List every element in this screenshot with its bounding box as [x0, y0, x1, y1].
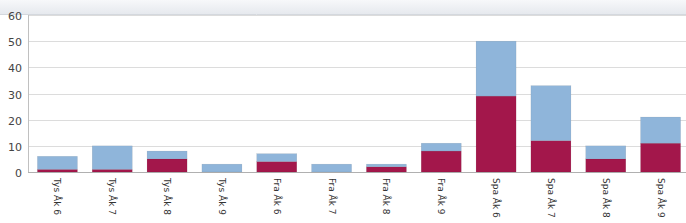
x-tick-label: Fra Åk 8: [381, 178, 392, 215]
x-tick-label: Spa Åk 9: [656, 178, 667, 218]
bar: [92, 146, 132, 170]
bar: [421, 151, 461, 172]
y-tick-label: 50: [8, 36, 22, 49]
bar: [147, 159, 187, 172]
y-tick-label: 60: [8, 10, 22, 23]
y-tick-label: 10: [8, 141, 22, 154]
x-tick-label: Fra Åk 6: [272, 178, 283, 215]
bar: [586, 159, 626, 172]
bar: [37, 156, 77, 169]
bar: [366, 164, 406, 167]
bar: [586, 146, 626, 159]
grid-line: [28, 94, 686, 95]
bar: [312, 164, 352, 172]
x-tick-label: Tys Åk 9: [217, 177, 228, 215]
x-tick-label: Spa Åk 6: [491, 178, 502, 218]
x-tick-label: Fra Åk 7: [327, 178, 338, 215]
chart: 0 10 20 30 40 50 60 Tys Åk 6 Tys Åk 7 Tys Åk 8 Tys…: [0, 0, 686, 223]
x-tick-label: Fra Åk 9: [436, 178, 447, 215]
bar: [476, 96, 516, 172]
bar: [641, 143, 681, 172]
x-tick-label: Tys Åk 7: [107, 177, 118, 215]
header-band: [0, 0, 686, 14]
grid-line: [28, 120, 686, 121]
y-axis: [28, 15, 29, 172]
bar: [92, 169, 132, 172]
y-tick-label: 20: [8, 115, 22, 128]
x-tick-label: Spa Åk 8: [601, 178, 612, 218]
y-tick-label: 40: [8, 62, 22, 75]
y-tick-label: 0: [15, 167, 22, 180]
bar: [202, 164, 242, 172]
x-tick-label: Tys Åk 6: [52, 177, 63, 215]
bar: [421, 143, 461, 151]
grid-line: [28, 15, 686, 16]
bar: [531, 141, 571, 172]
x-tick-label: Tys Åk 8: [162, 177, 173, 215]
bar: [257, 162, 297, 172]
x-tick-label: Spa Åk 7: [546, 178, 557, 218]
bar: [366, 167, 406, 172]
y-tick-label: 30: [8, 89, 22, 102]
bar: [257, 154, 297, 162]
header-border: [0, 14, 686, 15]
grid-line: [28, 67, 686, 68]
bar: [147, 151, 187, 159]
bar: [531, 86, 571, 141]
bar: [37, 169, 77, 172]
bar: [641, 117, 681, 143]
grid-line: [28, 41, 686, 42]
bar: [476, 41, 516, 96]
